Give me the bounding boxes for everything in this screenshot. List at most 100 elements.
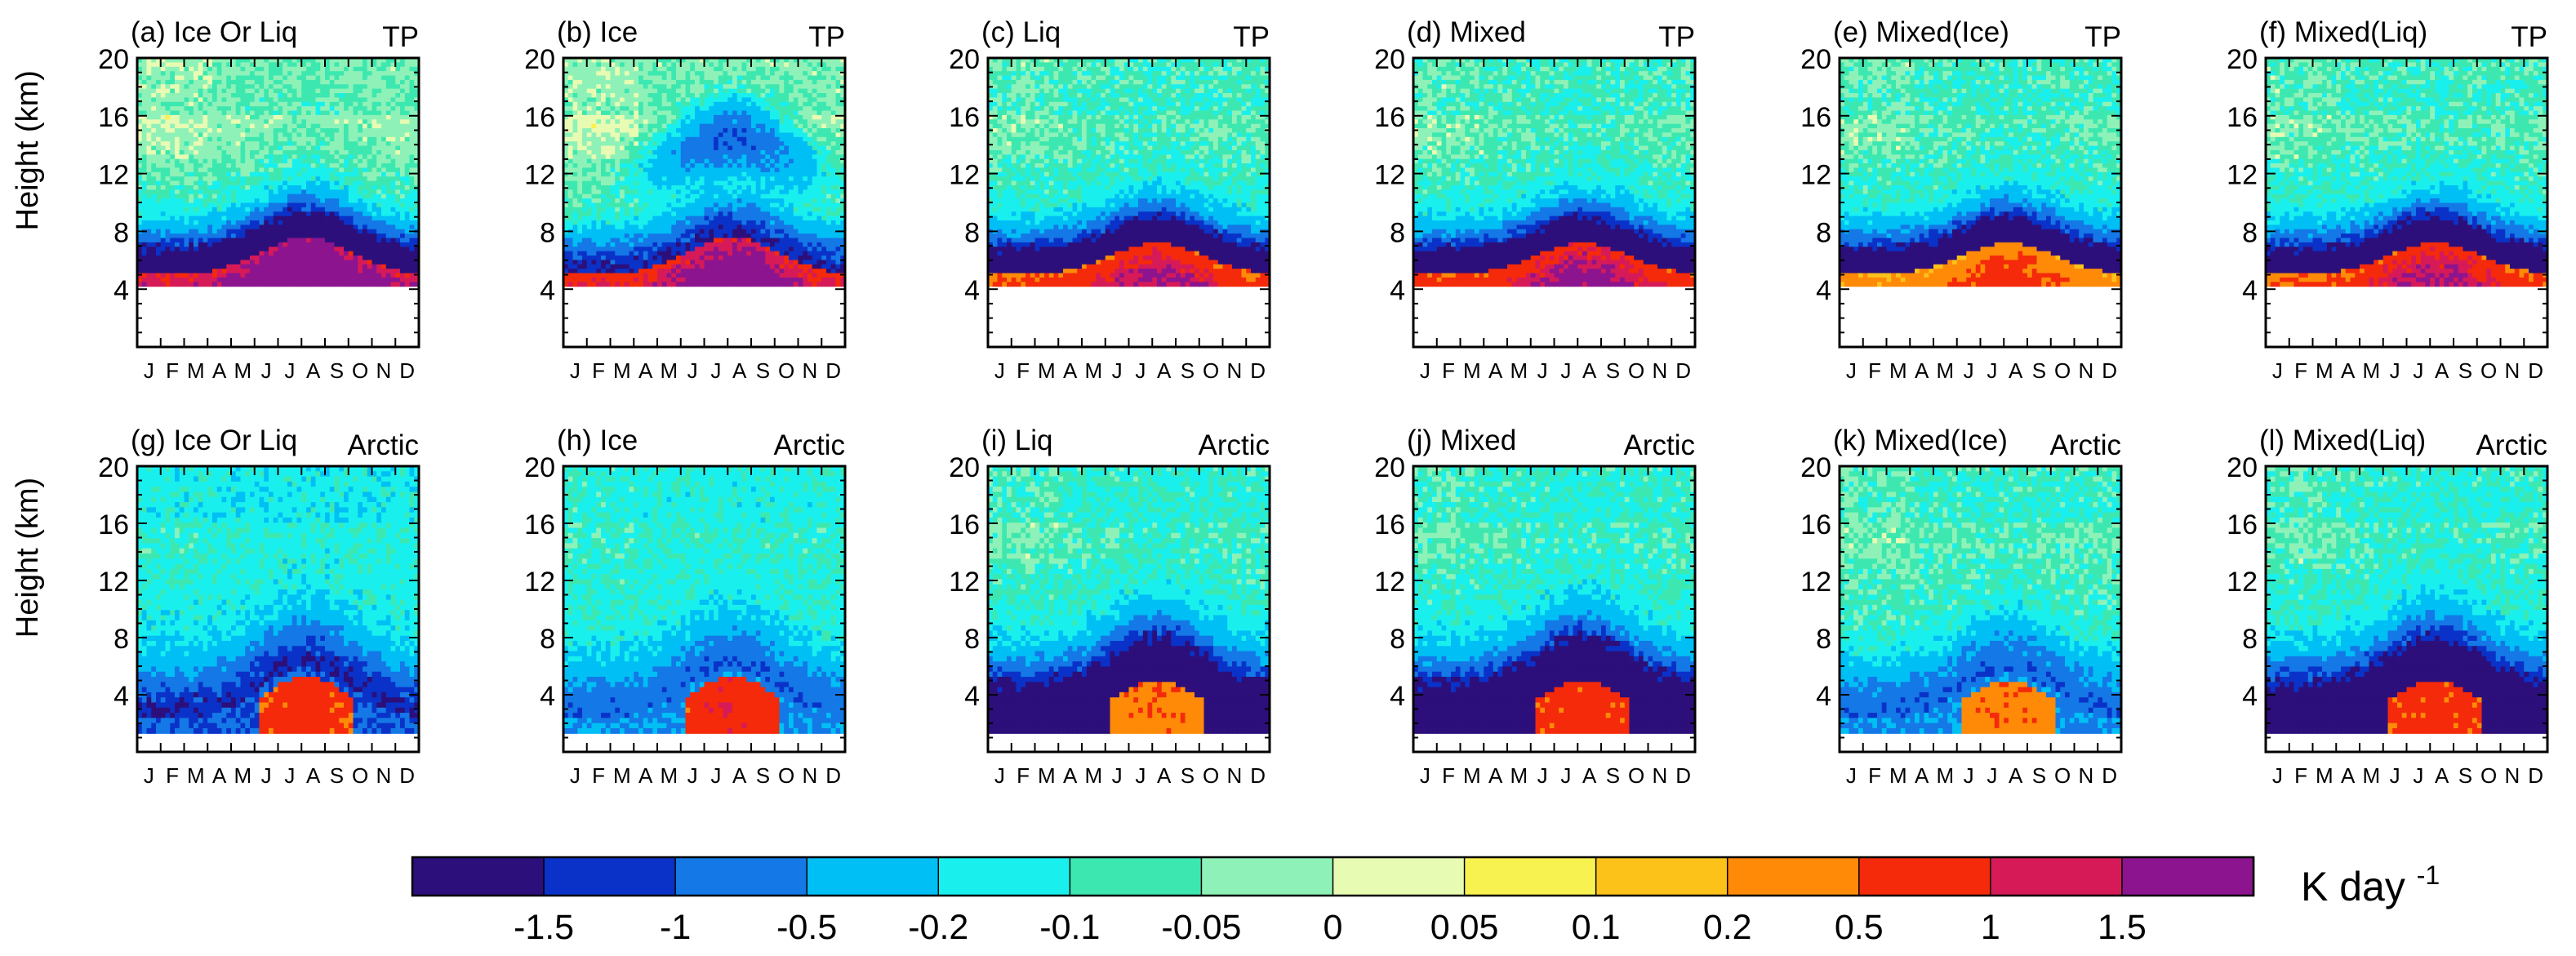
heatmap-cell	[166, 282, 171, 287]
heatmap-cell	[170, 97, 175, 102]
heatmap-cell	[175, 167, 180, 172]
heatmap-cell	[156, 265, 161, 269]
heatmap-cell	[185, 269, 189, 273]
heatmap-cell	[161, 260, 166, 265]
heatmap-cell	[170, 181, 175, 186]
heatmap-cell	[151, 97, 156, 102]
heatmap-cell	[147, 102, 152, 107]
heatmap-cell	[180, 150, 185, 155]
heatmap-cell	[142, 225, 147, 229]
heatmap-cell	[185, 242, 189, 247]
heatmap-cell	[166, 97, 171, 102]
heatmap-cell	[161, 238, 166, 243]
heatmap-cell	[161, 220, 166, 225]
heatmap-cell	[170, 256, 175, 260]
heatmap-cell	[151, 242, 156, 247]
heatmap-cell	[161, 84, 166, 89]
heatmap-cell	[147, 146, 152, 151]
heatmap-cell	[175, 154, 180, 159]
heatmap-cell	[151, 132, 156, 137]
heatmap-cell	[180, 229, 185, 234]
heatmap-cell	[156, 106, 161, 111]
heatmap-cell	[170, 93, 175, 98]
heatmap-cell	[175, 185, 180, 190]
heatmap-cell	[142, 159, 147, 164]
heatmap-cell	[180, 67, 185, 72]
heatmap-cell	[161, 256, 166, 260]
heatmap-cell	[170, 163, 175, 168]
heatmap-cell	[175, 62, 180, 67]
heatmap-cell	[142, 154, 147, 159]
heatmap-cell	[180, 176, 185, 181]
heatmap-cell	[156, 146, 161, 151]
heatmap-cell	[166, 150, 171, 155]
heatmap-cell	[147, 265, 152, 269]
heatmap-cell	[142, 62, 147, 67]
heatmap-cell	[180, 137, 185, 142]
heatmap-cell	[180, 181, 185, 186]
heatmap-cell	[170, 154, 175, 159]
heatmap-cell	[166, 89, 171, 94]
heatmap-cell	[180, 167, 185, 172]
heatmap-cell	[156, 269, 161, 273]
heatmap-cell	[151, 198, 156, 203]
heatmap-cell	[175, 233, 180, 238]
heatmap-cell	[147, 256, 152, 260]
heatmap-cell	[185, 137, 189, 142]
heatmap-cell	[166, 111, 171, 116]
heatmap-cell	[161, 137, 166, 142]
heatmap-cell	[142, 84, 147, 89]
heatmap-cell	[185, 181, 189, 186]
heatmap-cell	[161, 146, 166, 151]
heatmap-cell	[185, 89, 189, 94]
heatmap-cell	[175, 71, 180, 76]
panels-layer: 48121620J F M A M J J A S O N D(a) Ice Or Liq TPHeig…	[11, 16, 2548, 788]
heatmap-cell	[170, 282, 175, 287]
heatmap-cell	[175, 115, 180, 120]
heatmap-cell	[175, 242, 180, 247]
heatmap-cell	[170, 76, 175, 81]
heatmap-cell	[147, 163, 152, 168]
heatmap-cell	[147, 273, 152, 278]
heatmap-cell	[161, 225, 166, 229]
heatmap-cell	[151, 115, 156, 120]
heatmap-cell	[189, 62, 194, 67]
heatmap-cell	[151, 111, 156, 116]
heatmap-cell	[142, 273, 147, 278]
heatmap-cell	[180, 256, 185, 260]
heatmap-cell	[142, 128, 147, 133]
heatmap-cell	[147, 119, 152, 124]
heatmap-cell	[185, 185, 189, 190]
heatmap-cell	[161, 154, 166, 159]
heatmap-cell	[147, 181, 152, 186]
heatmap-cell	[156, 76, 161, 81]
heatmap-cell	[147, 115, 152, 120]
heatmap-cell	[151, 93, 156, 98]
heatmap-cell	[161, 150, 166, 155]
heatmap-cell	[161, 176, 166, 181]
heatmap-cell	[170, 251, 175, 256]
heatmap-cell	[175, 211, 180, 216]
heatmap-cell	[147, 93, 152, 98]
heatmap-cell	[185, 278, 189, 282]
heatmap-cell	[185, 225, 189, 229]
heatmap-cell	[161, 172, 166, 177]
heatmap-cell	[161, 265, 166, 269]
heatmap-cell	[166, 115, 171, 120]
heatmap-cell	[185, 119, 189, 124]
heatmap-cell	[185, 154, 189, 159]
heatmap-cell	[170, 159, 175, 164]
heatmap-cell	[142, 102, 147, 107]
heatmap-cell	[147, 189, 152, 194]
heatmap-cell	[142, 265, 147, 269]
heatmap-cell	[151, 269, 156, 273]
heatmap-cell	[180, 265, 185, 269]
heatmap-cell	[142, 106, 147, 111]
heatmap-cell	[151, 216, 156, 221]
heatmap-cell	[151, 207, 156, 212]
heatmap-cell	[142, 71, 147, 76]
heatmap-cell	[161, 124, 166, 129]
heatmap-cell	[185, 273, 189, 278]
heatmap-cell	[142, 211, 147, 216]
figure: 48121620J F M A M J J A S O N D(a) Ice Or Liq TPHeig…	[0, 0, 2576, 956]
